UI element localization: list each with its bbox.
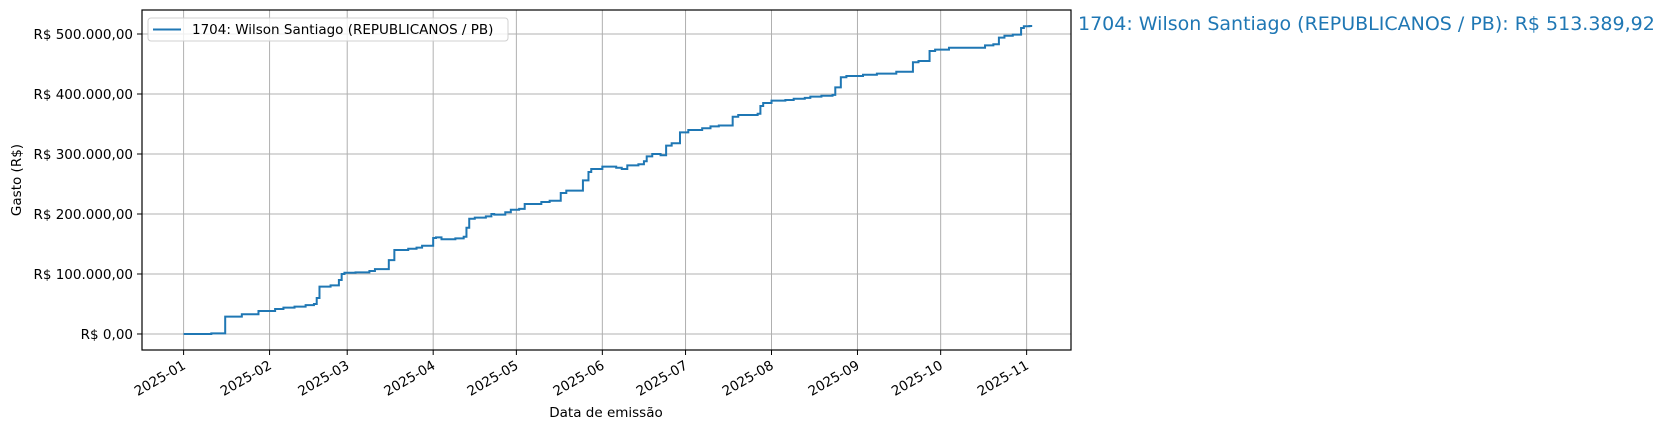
legend-box <box>147 17 509 42</box>
legend-entry: 1704: Wilson Santiago (REPUBLICANOS / PB… <box>192 22 493 38</box>
y-axis: R$ 0,00 R$ 100.000,00 R$ 200.000,00 R$ 300.… <box>33 27 142 343</box>
y-tick-label: R$ 200.000,00 <box>33 207 133 223</box>
grid <box>142 10 1071 350</box>
y-tick-label: R$ 100.000,00 <box>33 267 133 283</box>
plot-frame <box>141 9 1072 351</box>
y-tick-label: R$ 0,00 <box>81 327 133 343</box>
series-layer <box>183 24 1033 335</box>
total-annotation: 1704: Wilson Santiago (REPUBLICANOS / PB… <box>1078 13 1655 35</box>
x-axis-label: Data de emissão <box>549 405 663 421</box>
y-tick-label: R$ 400.000,00 <box>33 87 133 103</box>
y-axis-label: Gasto (R$) <box>9 144 25 216</box>
y-tick-label: R$ 500.000,00 <box>33 27 133 43</box>
legend: 1704: Wilson Santiago (REPUBLICANOS / PB… <box>147 17 509 42</box>
series-line <box>183 24 1033 335</box>
y-tick-label: R$ 300.000,00 <box>33 147 133 163</box>
